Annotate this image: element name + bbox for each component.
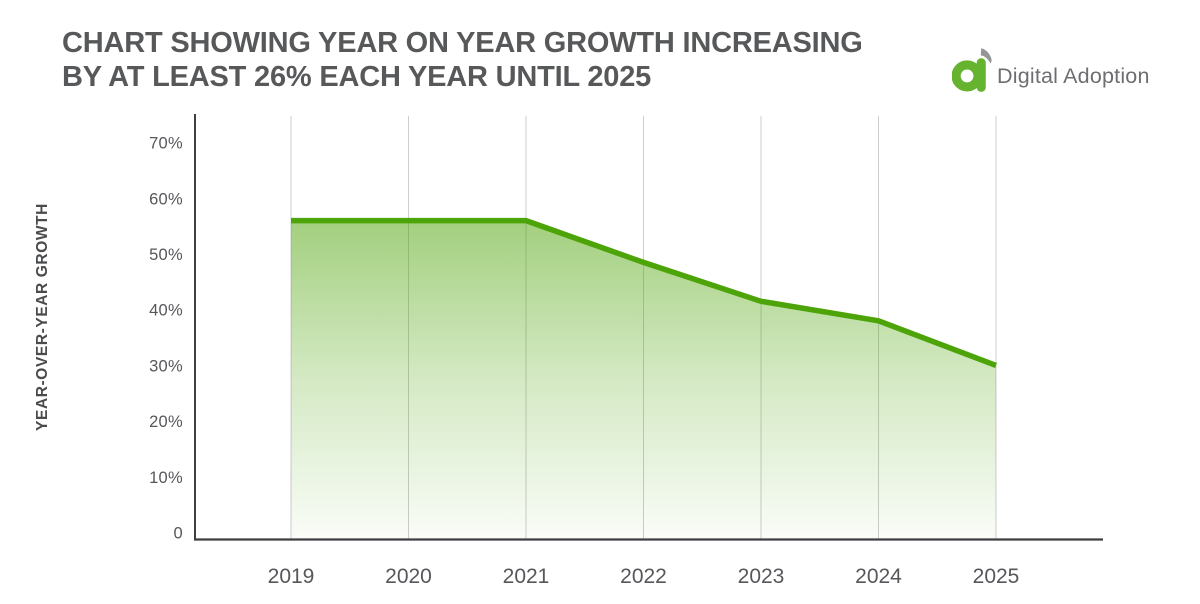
growth-line [291,217,997,368]
y-tick-label-0: 0 [174,525,183,543]
y-tick-label-10: 10% [149,469,183,487]
digital-adoption-a-icon [952,48,992,92]
axes [194,114,1103,541]
x-tick-label-2020: 2020 [385,565,432,588]
growth-area-fill [291,220,996,539]
y-axis-title-text: YEAR-OVER-YEAR GROWTH [34,203,51,431]
y-axis-title: YEAR-OVER-YEAR GROWTH [34,203,51,431]
y-tick-label-60: 60% [149,190,183,208]
chart-title-line2: BY AT LEAST 26% EACH YEAR UNTIL 2025 [62,61,652,93]
x-tick-label-2025: 2025 [973,565,1020,588]
y-tick-label-20: 20% [149,413,183,431]
chart-title: CHART SHOWING YEAR ON YEAR GROWTH INCREA… [62,26,863,94]
y-tick-label-50: 50% [149,246,183,264]
x-tick-label-2019: 2019 [268,565,315,588]
growth-series [291,217,997,539]
y-tick-label-70: 70% [149,135,183,153]
y-axis-tick-labels: 70% 60% 50% 40% 30% 20% 10% 0 [149,135,183,543]
digital-adoption-logo: Digital Adoption [952,48,1150,92]
logo-text: Digital Adoption [997,64,1150,88]
x-tick-label-2022: 2022 [620,565,667,588]
x-tick-label-2021: 2021 [503,565,550,588]
chart-title-line1: CHART SHOWING YEAR ON YEAR GROWTH INCREA… [62,27,863,59]
x-tick-label-2024: 2024 [855,565,902,588]
y-tick-label-40: 40% [149,302,183,320]
x-tick-label-2023: 2023 [738,565,785,588]
y-tick-label-30: 30% [149,357,183,375]
x-axis-tick-labels: 2019 2020 2021 2022 2023 2024 2025 [268,565,1020,588]
